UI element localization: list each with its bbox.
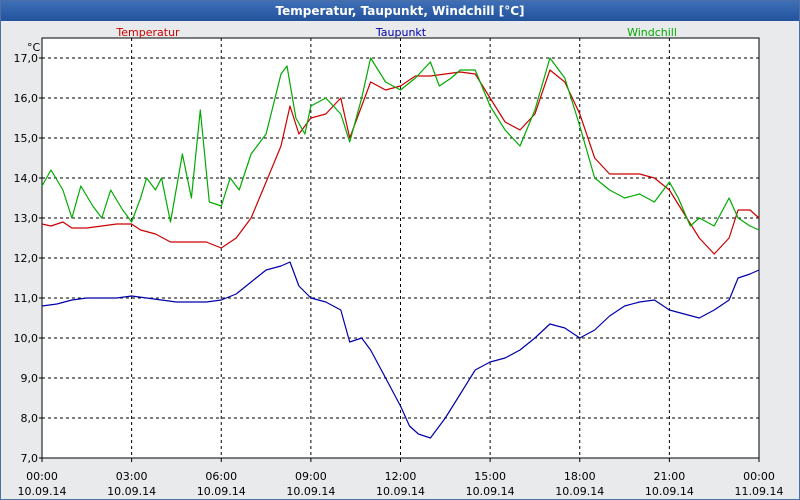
x-tick-date: 10.09.14 <box>555 485 604 498</box>
y-tick-label: 12,0 <box>14 252 39 265</box>
legend-temperatur: Temperatur <box>115 26 180 39</box>
x-tick-time: 18:00 <box>564 470 596 483</box>
x-tick-date: 10.09.14 <box>286 485 335 498</box>
x-tick-date: 11.09.14 <box>735 485 784 498</box>
y-tick-label: 17,0 <box>14 52 39 65</box>
y-tick-label: 7,0 <box>21 452 39 465</box>
x-tick-time: 21:00 <box>654 470 686 483</box>
x-tick-time: 00:00 <box>26 470 58 483</box>
series-line-temperatur <box>41 69 760 255</box>
x-tick-date: 10.09.14 <box>107 485 156 498</box>
x-tick-date: 10.09.14 <box>376 485 425 498</box>
series-line-taupunkt <box>41 261 760 439</box>
y-tick-label: 16,0 <box>14 92 39 105</box>
window-title: Temperatur, Taupunkt, Windchill [°C] <box>1 1 799 21</box>
x-tick-date: 10.09.14 <box>466 485 515 498</box>
x-tick-time: 09:00 <box>295 470 327 483</box>
y-tick-label: 13,0 <box>14 212 39 225</box>
y-tick-label: 8,0 <box>21 412 39 425</box>
y-tick-label: 14,0 <box>14 172 39 185</box>
x-tick-time: 15:00 <box>474 470 506 483</box>
y-tick-label: 10,0 <box>14 332 39 345</box>
y-tick-label: 9,0 <box>21 372 39 385</box>
x-tick-date: 10.09.14 <box>645 485 694 498</box>
x-tick-date: 10.09.14 <box>18 485 67 498</box>
legend-taupunkt: Taupunkt <box>375 26 427 39</box>
y-tick-label: 11,0 <box>14 292 39 305</box>
y-tick-label: 15,0 <box>14 132 39 145</box>
y-axis-label: °C <box>27 41 41 54</box>
x-tick-time: 03:00 <box>116 470 148 483</box>
series-line-windchill <box>41 57 760 231</box>
x-tick-time: 12:00 <box>385 470 417 483</box>
legend-windchill: Windchill <box>627 26 677 39</box>
x-tick-date: 10.09.14 <box>197 485 246 498</box>
x-tick-time: 06:00 <box>205 470 237 483</box>
x-tick-time: 00:00 <box>743 470 775 483</box>
